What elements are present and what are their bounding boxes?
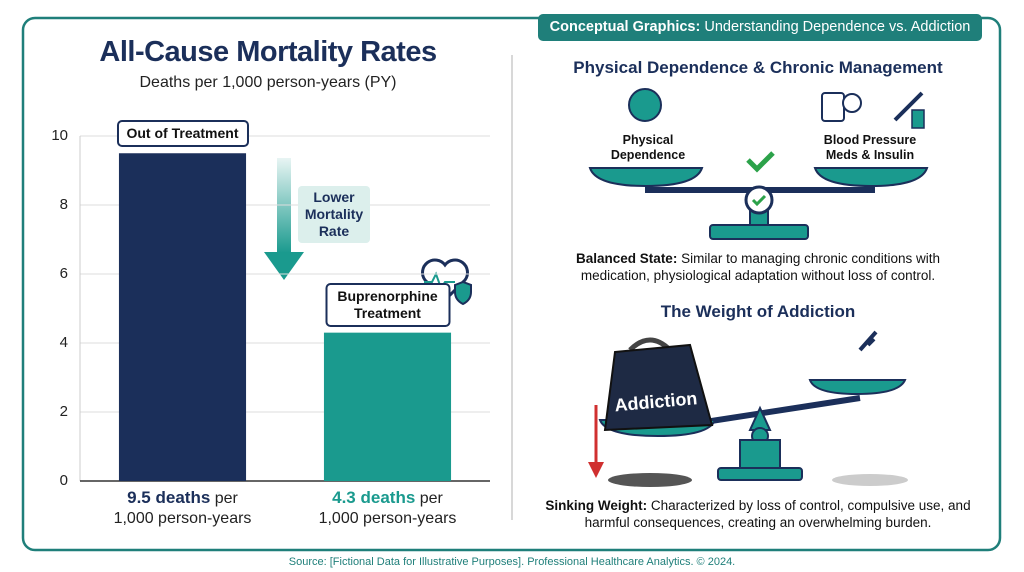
heart-icon [421,258,472,306]
footer: Source: [Fictional Data for Illustrative… [288,556,736,568]
value-label-group: 9.5 deaths per 1,000 person-years [114,488,252,529]
y-tick-label: 8 [60,196,68,213]
value-unit: per [419,490,443,507]
frame [21,16,1002,552]
category-label: Out of Treatment [116,120,249,148]
header-text: Understanding Dependence vs. Addiction [704,19,971,35]
annotation: Lower Mortality Rate [298,186,370,243]
header-bold: Conceptual Graphics: [549,19,701,35]
section-title: The Weight of Addiction [660,302,856,321]
category-label: Buprenorphine Treatment [325,282,450,327]
value-unit: 1,000 person-years [318,510,457,527]
value-label: 4.3 deaths [332,488,416,507]
section-title: Physical Dependence & Chronic Management [573,58,943,77]
panel-header: Conceptual Graphics: Understanding Depen… [538,14,982,41]
balanced-scale [588,88,929,240]
chart-subtitle: Deaths per 1,000 person-years (PY) [139,74,397,91]
y-tick-label: 10 [51,127,68,144]
value-unit: per [214,490,238,507]
value-unit: 1,000 person-years [113,510,252,527]
y-tick-label: 2 [60,403,68,420]
caption-bold: Sinking Weight: [545,498,648,513]
y-tick-label: 4 [60,334,68,351]
y-tick-label: 0 [60,472,68,489]
y-tick-label: 6 [60,265,68,282]
caption: Balanced State: Similar to managing chro… [548,250,968,284]
caption-text: Similar to managing chronic conditions w… [580,251,940,283]
value-label-group: 4.3 deaths per 1,000 person-years [319,488,457,529]
caption-text: Characterized by loss of control, compul… [584,498,971,530]
tilted-scale: Addiction [588,330,908,487]
bar [118,153,247,481]
caption-bold: Balanced State: [576,251,678,266]
scale-label: Physical Dependence [610,133,686,162]
scale-label: Blood Pressure Meds & Insulin [823,133,917,162]
value-label: 9.5 deaths [127,488,211,507]
chart-title: All-Cause Mortality Rates [99,36,437,68]
bar [323,332,452,481]
caption: Sinking Weight: Characterized by loss of… [538,497,978,531]
